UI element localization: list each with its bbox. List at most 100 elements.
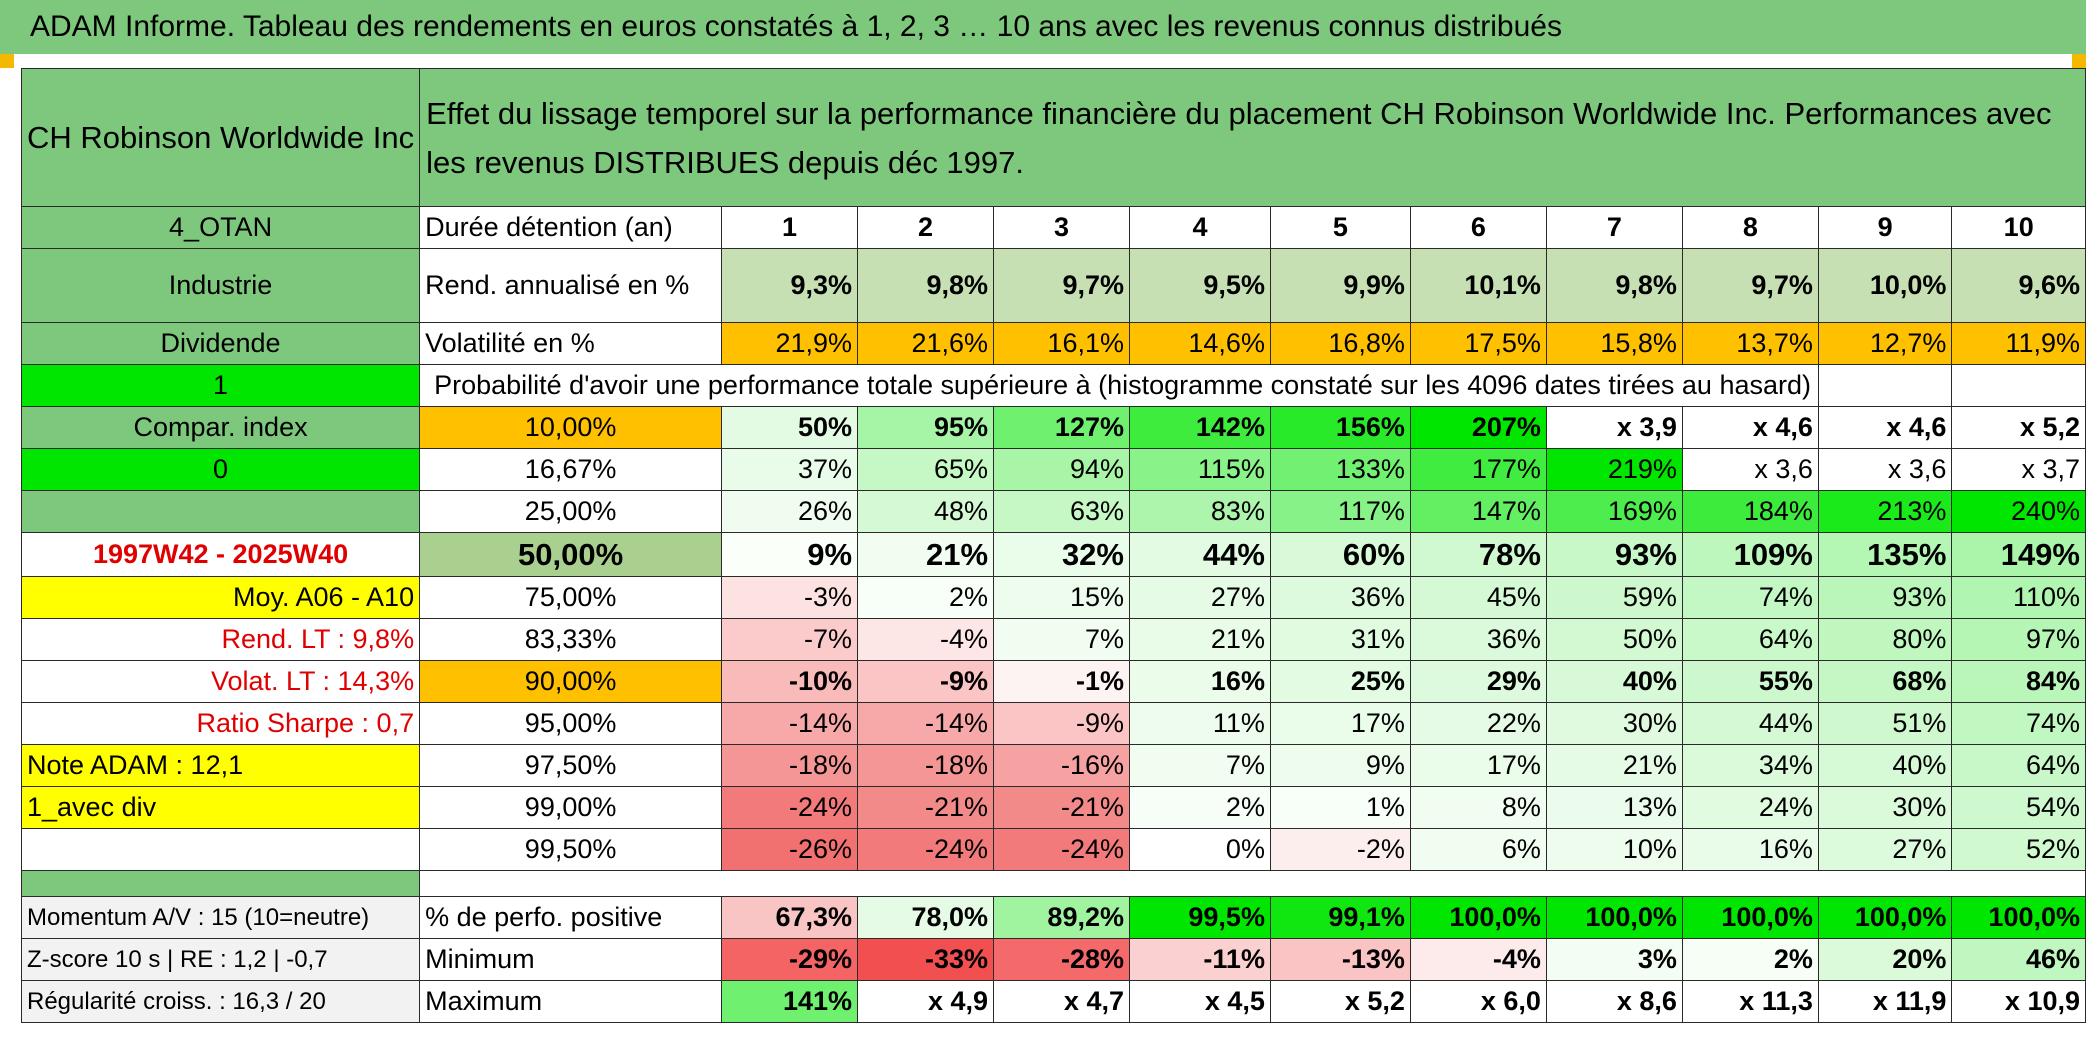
minimum-cell: 46% xyxy=(1951,938,2086,981)
probability-cell: 97% xyxy=(1951,618,2086,661)
probability-cell: x 4,6 xyxy=(1681,406,1819,449)
probability-cell: 110% xyxy=(1951,576,2086,619)
probability-cell: 80% xyxy=(1817,618,1953,661)
vol-cell: 16,1% xyxy=(993,322,1130,365)
probability-threshold: 95,00% xyxy=(419,702,723,745)
rend-cell: 9,9% xyxy=(1269,248,1411,323)
probability-cell: x 3,6 xyxy=(1681,448,1819,491)
period-label: 1997W42 - 2025W40 xyxy=(20,532,421,577)
rend-cell: 9,8% xyxy=(1545,248,1683,323)
probability-cell: x 3,7 xyxy=(1951,448,2086,491)
probability-cell: -16% xyxy=(993,744,1130,787)
probability-cell: -9% xyxy=(993,702,1130,745)
description-title: Effet du lissage temporel sur la perform… xyxy=(419,68,2086,207)
year-header: 10 xyxy=(1951,206,2086,249)
probability-cell: 27% xyxy=(1128,576,1271,619)
probability-cell: 95% xyxy=(857,406,995,449)
momentum-label: Momentum A/V : 15 (10=neutre) xyxy=(20,896,421,939)
probability-cell: 115% xyxy=(1128,448,1271,491)
positive-cell: 100,0% xyxy=(1545,896,1683,939)
probability-cell: 21% xyxy=(1128,618,1271,661)
minimum-cell: 2% xyxy=(1681,938,1819,981)
positive-cell: 78,0% xyxy=(857,896,995,939)
probability-cell: 30% xyxy=(1817,786,1953,829)
probability-threshold: 99,00% xyxy=(419,786,723,829)
probability-cell: 149% xyxy=(1951,532,2086,577)
probability-cell: 68% xyxy=(1817,660,1953,703)
probability-threshold: 83,33% xyxy=(419,618,723,661)
performance-table: CH Robinson Worldwide Inc Effet du lissa… xyxy=(20,68,2086,1023)
probability-cell: 36% xyxy=(1409,618,1547,661)
probability-cell: 64% xyxy=(1681,618,1819,661)
probability-cell: 50% xyxy=(721,406,859,449)
rend-cell: 10,1% xyxy=(1409,248,1547,323)
probability-cell: 2% xyxy=(857,576,995,619)
probability-cell: 213% xyxy=(1817,490,1953,533)
probability-cell: 27% xyxy=(1817,828,1953,871)
probability-cell: 147% xyxy=(1409,490,1547,533)
probability-cell: x 3,9 xyxy=(1545,406,1683,449)
probability-cell: 84% xyxy=(1951,660,2086,703)
avec-div-label: 1_avec div xyxy=(20,786,421,829)
minimum-cell: -33% xyxy=(857,938,995,981)
report-title: ADAM Informe. Tableau des rendements en … xyxy=(0,0,2086,54)
probability-cell: 21% xyxy=(857,532,995,577)
sharpe-label: Ratio Sharpe : 0,7 xyxy=(20,702,421,745)
empty-cell xyxy=(1951,364,2086,407)
compar-label: Compar. index xyxy=(20,406,421,449)
probability-cell: -10% xyxy=(721,660,859,703)
probability-cell: 13% xyxy=(1545,786,1683,829)
probability-cell: 109% xyxy=(1681,532,1819,577)
maximum-cell: x 4,9 xyxy=(857,980,995,1023)
year-header: 9 xyxy=(1817,206,1953,249)
flag-cell: 1 xyxy=(20,364,421,407)
probability-cell: 177% xyxy=(1409,448,1547,491)
maximum-cell: x 11,9 xyxy=(1817,980,1953,1023)
rend-label: Rend. annualisé en % xyxy=(419,248,723,323)
probability-cell: 94% xyxy=(993,448,1130,491)
positive-cell: 100,0% xyxy=(1817,896,1953,939)
probability-cell: x 4,6 xyxy=(1817,406,1953,449)
probability-cell: x 5,2 xyxy=(1951,406,2086,449)
rend-cell: 9,5% xyxy=(1128,248,1271,323)
probability-cell: 65% xyxy=(857,448,995,491)
probability-cell: 9% xyxy=(721,532,859,577)
probability-cell: 17% xyxy=(1269,702,1411,745)
year-header: 4 xyxy=(1128,206,1271,249)
code-label: 4_OTAN xyxy=(20,206,421,249)
note-label: Note ADAM : 12,1 xyxy=(20,744,421,787)
probability-cell: 2% xyxy=(1128,786,1271,829)
probability-cell: 169% xyxy=(1545,490,1683,533)
probability-cell: 64% xyxy=(1951,744,2086,787)
probability-cell: 17% xyxy=(1409,744,1547,787)
empty-cell xyxy=(1817,364,1953,407)
probability-cell: -18% xyxy=(721,744,859,787)
probability-cell: -21% xyxy=(993,786,1130,829)
probability-cell: 0% xyxy=(1128,828,1271,871)
company-name: CH Robinson Worldwide Inc xyxy=(20,68,421,207)
minimum-cell: -28% xyxy=(993,938,1130,981)
positive-cell: 100,0% xyxy=(1409,896,1547,939)
positive-cell: 99,5% xyxy=(1128,896,1271,939)
probability-cell: 30% xyxy=(1545,702,1683,745)
regularite-label: Régularité croiss. : 16,3 / 20 xyxy=(20,980,421,1023)
probability-cell: -24% xyxy=(993,828,1130,871)
maximum-cell: x 5,2 xyxy=(1269,980,1411,1023)
probability-cell: 29% xyxy=(1409,660,1547,703)
probability-cell: 36% xyxy=(1269,576,1411,619)
positive-cell: 67,3% xyxy=(721,896,859,939)
minimum-cell: -11% xyxy=(1128,938,1271,981)
probability-cell: 44% xyxy=(1681,702,1819,745)
sector-label: Industrie xyxy=(20,248,421,323)
probability-cell: 51% xyxy=(1817,702,1953,745)
duree-label: Durée détention (an) xyxy=(419,206,723,249)
probability-cell: 22% xyxy=(1409,702,1547,745)
probability-threshold: 75,00% xyxy=(419,576,723,619)
probability-cell: 1% xyxy=(1269,786,1411,829)
probability-cell: 8% xyxy=(1409,786,1547,829)
probability-cell: -7% xyxy=(721,618,859,661)
empty-cell xyxy=(20,828,421,871)
probability-cell: -26% xyxy=(721,828,859,871)
vol-cell: 21,6% xyxy=(857,322,995,365)
year-header: 1 xyxy=(721,206,859,249)
